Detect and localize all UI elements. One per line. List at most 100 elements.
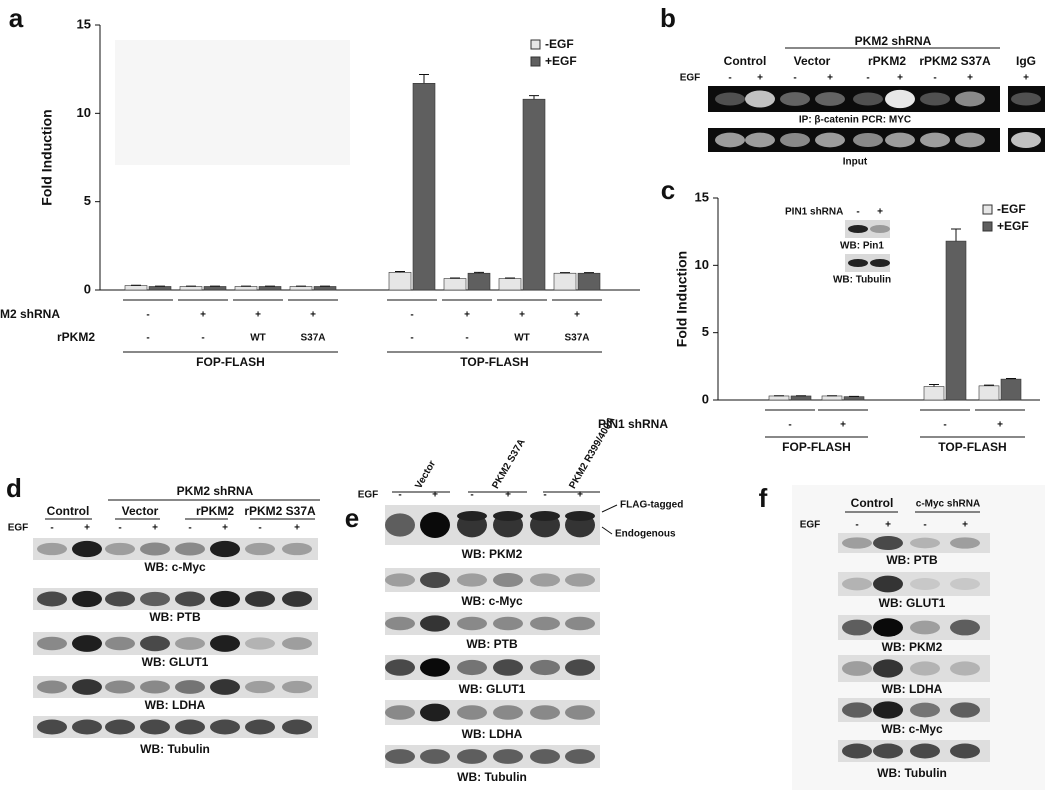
band [72,719,102,735]
group-label: FOP-FLASH [782,440,851,454]
column-label: IgG [1016,54,1036,68]
shade [115,40,350,165]
band [140,635,170,652]
legend-label: -EGF [997,202,1026,216]
band [37,680,67,694]
band [457,749,487,764]
legend-swatch [530,56,541,67]
blot-caption: WB: Tubulin [140,742,210,756]
band [493,705,523,720]
band [873,536,903,550]
band [910,537,940,549]
band [175,637,205,650]
band [385,705,415,720]
lane-sign: - [470,490,473,501]
band [105,542,135,556]
legend-swatch [530,39,541,50]
band [530,705,560,720]
blot-caption: WB: PKM2 [882,640,943,654]
band [457,511,487,521]
band [950,619,980,636]
band [885,132,915,148]
band [72,540,102,558]
lane-sign: - [50,523,53,534]
lane-sign: + [757,73,763,84]
band [282,719,312,735]
band [873,743,903,759]
condition-value: + [310,310,316,321]
band [848,259,868,267]
lane-sign: + [577,490,583,501]
band [37,591,67,607]
y-tick-label: 10 [695,257,709,272]
band [715,92,745,106]
lane-sign: + [222,523,228,534]
band [745,132,775,148]
band [493,659,523,676]
band [457,616,487,631]
band [842,619,872,636]
band [873,575,903,593]
blot-caption: WB: GLUT1 [142,655,209,669]
error-bar [1006,377,1016,380]
band [530,659,560,676]
condition-value: - [465,333,468,344]
band [385,513,415,537]
lane-sign: + [897,73,903,84]
legend-label: +EGF [997,219,1029,233]
band [282,680,312,694]
condition-value: + [840,420,846,431]
pointer [601,526,613,535]
band [910,578,940,590]
condition-value: - [410,310,413,321]
band [72,590,102,608]
band [780,133,810,147]
band [493,616,523,631]
band [565,511,595,521]
lane-sign: - [728,73,731,84]
y-tick-label: 5 [702,324,709,339]
egf-label: EGF [680,73,701,84]
band [920,92,950,106]
band [245,637,275,650]
band [105,636,135,651]
egf-label: EGF [358,490,379,501]
band [910,743,940,759]
band [457,659,487,676]
band [420,615,450,632]
band [140,719,170,735]
condition-value: S37A [564,333,589,344]
lane-sign: + [505,490,511,501]
y-tick-label: 10 [77,105,91,120]
band [1011,92,1041,106]
band [565,573,595,587]
bar [412,83,436,291]
band [37,636,67,651]
bar [978,385,1000,401]
y-axis-label: Fold Induction [674,251,690,347]
band [715,132,745,148]
band [565,749,595,764]
band [457,705,487,720]
y-tick-label: 0 [84,281,91,296]
band [745,90,775,108]
condition-value: + [997,420,1003,431]
bar [790,395,812,401]
band [37,719,67,735]
condition-value: WT [250,333,266,344]
band [385,749,415,764]
column-label: rPKM2 [196,504,234,518]
bar [124,285,148,291]
legend-label: +EGF [545,54,577,68]
band [565,616,595,631]
error-bar [529,95,539,100]
band [873,701,903,719]
blot-caption: WB: LDHA [462,727,523,741]
lane-sign: + [967,73,973,84]
panel-label: b [660,3,676,33]
legend-swatch [982,204,993,215]
header: PKM2 shRNA [177,484,254,498]
panel-label: c [661,175,675,205]
blot-caption: WB: LDHA [145,698,206,712]
